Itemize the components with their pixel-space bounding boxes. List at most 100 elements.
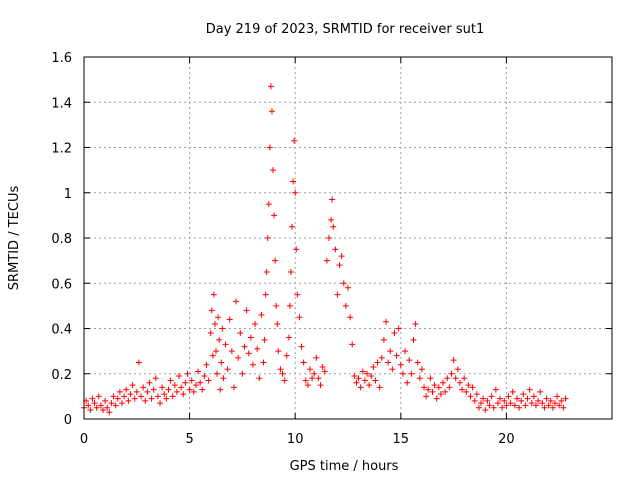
data-point (558, 397, 565, 404)
data-point (423, 393, 430, 400)
x-tick-label: 0 (80, 432, 88, 447)
y-tick-label: 0.6 (51, 277, 72, 292)
data-point (235, 354, 242, 361)
data-point (286, 302, 293, 309)
data-point (273, 302, 280, 309)
data-point (237, 330, 244, 337)
data-point (416, 375, 423, 382)
data-point (272, 257, 279, 264)
data-point (545, 402, 552, 409)
data-point (353, 379, 360, 386)
data-point (112, 402, 119, 409)
data-point (499, 404, 506, 411)
data-point (283, 352, 290, 359)
data-point (152, 375, 159, 382)
grid-layer (84, 57, 612, 419)
data-point (357, 384, 364, 391)
data-point (336, 262, 343, 269)
data-point (323, 257, 330, 264)
data-point (279, 370, 286, 377)
data-point (395, 325, 402, 332)
data-point (171, 382, 178, 389)
data-point (402, 348, 409, 355)
data-point (345, 284, 351, 291)
data-point (342, 302, 349, 309)
data-point (300, 359, 307, 366)
data-point (397, 361, 404, 368)
data-point (210, 291, 217, 298)
data-point (93, 404, 100, 411)
data-point (480, 395, 487, 402)
data-point (435, 384, 442, 391)
data-point (440, 379, 447, 386)
data-point (287, 268, 294, 275)
data-point (471, 397, 478, 404)
data-point (309, 375, 316, 382)
y-tick-label: 0.4 (51, 323, 72, 338)
data-point (370, 363, 377, 370)
data-point (437, 391, 444, 398)
data-point (146, 379, 153, 386)
data-point (135, 359, 142, 366)
data-point (520, 391, 527, 398)
data-point (328, 216, 335, 223)
data-point (311, 370, 318, 377)
data-point (277, 366, 284, 373)
data-point (230, 384, 237, 391)
data-point (125, 397, 132, 404)
data-point (511, 402, 518, 409)
data-point (173, 388, 180, 395)
y-axis-label: SRMTID / TECUs (7, 186, 22, 291)
data-point (169, 393, 176, 400)
data-point (106, 409, 113, 416)
data-point (537, 388, 544, 395)
data-point (319, 363, 326, 370)
data-point (159, 384, 166, 391)
data-point (516, 404, 523, 411)
data-point (275, 348, 282, 355)
data-point (329, 196, 336, 203)
data-point (182, 379, 189, 386)
data-point (144, 388, 151, 395)
y-tick-label: 0.2 (51, 368, 72, 383)
data-point (218, 359, 225, 366)
data-point (442, 388, 449, 395)
data-point (102, 397, 109, 404)
data-point (281, 377, 288, 384)
data-point (233, 298, 240, 305)
data-point (340, 280, 347, 287)
data-point (446, 384, 453, 391)
data-point (473, 391, 480, 398)
data-point (482, 406, 489, 413)
data-point (412, 320, 419, 327)
data-point (505, 393, 512, 400)
data-point (213, 348, 219, 355)
data-point (560, 404, 567, 411)
data-point (199, 386, 206, 393)
data-point (293, 246, 300, 253)
data-point (551, 400, 558, 407)
data-point (349, 341, 356, 348)
data-point (378, 354, 385, 361)
data-point (535, 397, 542, 404)
data-point (104, 404, 111, 411)
data-point (195, 368, 202, 375)
data-point (429, 388, 436, 395)
y-tick-label: 0.8 (51, 232, 72, 247)
data-point (116, 388, 123, 395)
data-point (226, 316, 233, 323)
data-point (410, 336, 417, 343)
y-tick-label: 1.6 (51, 51, 72, 66)
data-point (465, 382, 472, 389)
data-point (530, 393, 537, 400)
data-point (351, 373, 358, 380)
data-point (228, 348, 235, 355)
data-point (207, 330, 214, 337)
data-point (89, 395, 96, 402)
data-point (243, 307, 250, 314)
data-point (425, 386, 432, 393)
data-point (404, 379, 411, 386)
data-point (524, 395, 531, 402)
data-point (383, 318, 390, 325)
chart-title: Day 219 of 2023, SRMTID for receiver sut… (206, 22, 485, 37)
